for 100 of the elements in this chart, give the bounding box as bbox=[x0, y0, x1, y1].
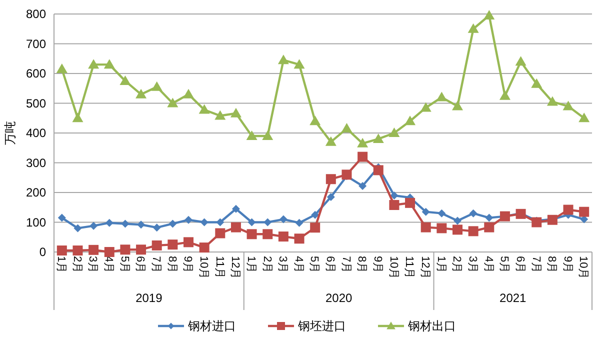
point bbox=[279, 215, 288, 224]
point bbox=[484, 222, 494, 232]
point bbox=[389, 200, 400, 210]
point bbox=[484, 10, 495, 20]
x-tick-label: 5月 bbox=[498, 256, 510, 274]
point bbox=[90, 222, 98, 230]
text: 2021 bbox=[500, 291, 527, 305]
x-tick-label: 10月 bbox=[197, 256, 210, 280]
point bbox=[120, 244, 130, 255]
point bbox=[452, 100, 463, 110]
point bbox=[404, 116, 416, 126]
point bbox=[563, 204, 574, 215]
point bbox=[200, 218, 208, 226]
x-tick-label: 5月 bbox=[118, 256, 130, 274]
point bbox=[452, 224, 462, 235]
point bbox=[436, 223, 447, 234]
x-tick-label: 4月 bbox=[482, 256, 494, 274]
point bbox=[469, 209, 478, 218]
point bbox=[468, 226, 478, 236]
point bbox=[136, 244, 146, 255]
x-tick-label: 8月 bbox=[356, 256, 368, 274]
point bbox=[405, 198, 416, 208]
y-tick-label: 400 bbox=[26, 126, 46, 140]
point bbox=[294, 59, 305, 69]
point bbox=[216, 218, 224, 226]
point bbox=[420, 222, 431, 232]
y-axis-title: 万吨 bbox=[3, 121, 17, 145]
point bbox=[136, 88, 147, 98]
point bbox=[326, 192, 335, 201]
point bbox=[562, 100, 574, 110]
point bbox=[104, 247, 114, 257]
point bbox=[248, 218, 256, 226]
y-tick-label: 700 bbox=[26, 36, 46, 51]
point bbox=[262, 229, 273, 240]
text: 2020 bbox=[325, 291, 352, 305]
point bbox=[372, 133, 384, 143]
point bbox=[152, 224, 161, 232]
x-tick-label: 2月 bbox=[260, 256, 273, 274]
point bbox=[167, 98, 178, 108]
x-tick-label: 4月 bbox=[292, 256, 304, 274]
x-tick-label: 9月 bbox=[372, 256, 384, 274]
y-tick-label: 600 bbox=[26, 66, 46, 81]
y-tick-label: 0 bbox=[39, 245, 46, 260]
x-tick-label: 7月 bbox=[150, 256, 162, 274]
x-tick-label: 10月 bbox=[577, 256, 590, 280]
point bbox=[56, 64, 68, 74]
x-tick-label: 3月 bbox=[86, 256, 99, 274]
point bbox=[184, 237, 194, 248]
point bbox=[422, 208, 430, 216]
point bbox=[310, 222, 320, 233]
x-tick-label: 12月 bbox=[419, 256, 432, 280]
point bbox=[515, 56, 526, 66]
x-tick-label: 11月 bbox=[403, 256, 416, 278]
point bbox=[58, 214, 66, 222]
point bbox=[420, 102, 432, 112]
x-tick-label: 9月 bbox=[182, 256, 194, 274]
x-tick-label: 6月 bbox=[324, 256, 336, 274]
point bbox=[230, 222, 241, 232]
x-tick-label: 8月 bbox=[166, 256, 178, 274]
point bbox=[198, 104, 210, 114]
point bbox=[199, 242, 210, 253]
x-tick-label: 7月 bbox=[340, 256, 352, 274]
legend-label: 钢坯进口 bbox=[297, 319, 346, 334]
point bbox=[151, 81, 162, 91]
point bbox=[215, 228, 226, 238]
point bbox=[246, 229, 257, 240]
point bbox=[390, 191, 398, 200]
point bbox=[546, 96, 558, 106]
point bbox=[358, 182, 367, 190]
point bbox=[88, 59, 100, 69]
legend-label: 钢材出口 bbox=[407, 319, 456, 334]
x-tick-label: 6月 bbox=[514, 256, 526, 274]
y-tick-label: 100 bbox=[26, 215, 46, 230]
x-tick-label: 7月 bbox=[530, 256, 542, 274]
legend-label: 钢材进口 bbox=[187, 319, 236, 334]
x-tick-label: 9月 bbox=[561, 256, 574, 274]
x-tick-label: 8月 bbox=[546, 256, 558, 274]
point bbox=[438, 209, 446, 218]
point bbox=[184, 216, 192, 224]
point bbox=[342, 170, 352, 180]
point bbox=[168, 220, 177, 228]
y-tick-label: 200 bbox=[26, 186, 46, 200]
x-tick-label: 3月 bbox=[276, 256, 289, 274]
point bbox=[152, 240, 162, 250]
point bbox=[137, 220, 146, 229]
x-tick-label: 2月 bbox=[70, 256, 83, 274]
point bbox=[232, 204, 240, 213]
point bbox=[454, 216, 462, 225]
point bbox=[485, 214, 494, 222]
point bbox=[325, 136, 336, 146]
point bbox=[88, 244, 99, 255]
point bbox=[373, 165, 384, 176]
point bbox=[295, 218, 304, 227]
y-tick-label: 800 bbox=[26, 7, 46, 22]
x-tick-label: 2月 bbox=[450, 256, 463, 274]
point bbox=[72, 112, 84, 122]
point bbox=[531, 78, 542, 88]
point bbox=[121, 220, 130, 228]
point bbox=[341, 123, 352, 133]
point bbox=[294, 234, 304, 244]
